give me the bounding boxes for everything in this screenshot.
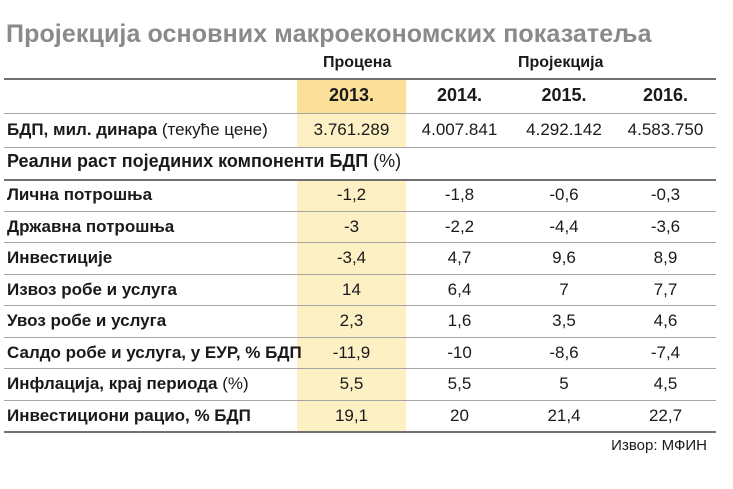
- gdp-value-2014: 4.007.841: [421, 120, 498, 139]
- year-header-2015: 2015.: [541, 85, 587, 105]
- table-cell: -11,9: [332, 342, 371, 362]
- table-cell: 19,1: [334, 405, 369, 425]
- table-cell: 21,4: [547, 405, 581, 425]
- row-rule: [4, 273, 716, 275]
- row-label-main: Државна потрошња: [7, 216, 175, 236]
- row-label-main: Салдо робе и услуга, у ЕУР, % БДП: [7, 342, 302, 362]
- row-rule: [4, 179, 716, 181]
- year-header-2013: 2013.: [328, 85, 375, 105]
- table-cell: -8,6: [549, 342, 579, 362]
- table-cell: 3,5: [552, 311, 576, 330]
- header-top-rule: [4, 78, 716, 80]
- table-cell: 8,9: [653, 248, 678, 267]
- gdp-row-label-main: БДП, мил. динара: [7, 120, 158, 139]
- table-cell: 6,4: [447, 279, 472, 299]
- row-label-main: Извоз робе и услуга: [7, 279, 177, 299]
- year-header-2014: 2014.: [436, 85, 483, 105]
- gdp-value-2015: 4.292.142: [526, 120, 602, 139]
- table-cell: 7,7: [653, 279, 678, 299]
- table-cell: 5: [559, 374, 569, 393]
- row-rule: [4, 305, 716, 306]
- table-cell: 1,6: [447, 311, 472, 330]
- row-label-main: Инфлација, крај периода: [7, 374, 218, 393]
- table-cell: -4,4: [549, 216, 579, 236]
- row-rule: [4, 210, 716, 212]
- table-cell: 5,5: [447, 374, 472, 393]
- gdp-value-2013: 3.761.289: [313, 120, 390, 139]
- row-label: Извоз робе и услуга: [7, 280, 177, 300]
- row-label: Инвестициони рацио, % БДП: [7, 406, 251, 426]
- estimate-header-highlight: [297, 79, 406, 113]
- table-cell: 14: [342, 279, 361, 299]
- year-header-2016: 2016.: [642, 85, 689, 105]
- table-bottom-rule: [4, 431, 716, 433]
- header-bottom-rule: [4, 113, 716, 114]
- row-label: Инвестиције: [7, 248, 112, 268]
- row-rule: [4, 368, 716, 369]
- row-label-main: Увоз робе и услуга: [7, 311, 167, 330]
- row-label-main: Лична потрошња: [7, 185, 153, 204]
- table-cell: -3,6: [650, 216, 681, 236]
- projection-group-header: Пројекција: [518, 54, 604, 71]
- row-label: Увоз робе и услуга: [7, 311, 166, 331]
- row-rule: [4, 399, 716, 401]
- gdp-value-2016: 4.583.750: [627, 120, 704, 139]
- table-cell: 4,7: [447, 248, 472, 267]
- table-cell: -0,6: [549, 185, 579, 204]
- table-cell: 2,3: [339, 311, 364, 330]
- table-title: Пројекција основних макроекономских пока…: [6, 20, 652, 48]
- table-cell: -3: [343, 216, 360, 236]
- table-cell: 9,6: [552, 248, 576, 267]
- gdp-row-rule: [4, 147, 716, 148]
- table-cell: -7,4: [650, 342, 681, 362]
- table-cell: 7: [559, 279, 569, 299]
- row-rule: [4, 242, 716, 243]
- table-cell: 4,6: [653, 311, 678, 330]
- gdp-row-label-note: (текуће цене): [161, 120, 268, 139]
- row-label: Инфлација, крај периода (%): [7, 374, 249, 394]
- table-cell: -2,2: [444, 216, 475, 236]
- table-cell: 22,7: [648, 405, 683, 425]
- gdp-row-label: БДП, мил. динара (текуће цене): [7, 120, 268, 140]
- section-title: Реални раст појединих компоненти БДП (%): [7, 151, 401, 172]
- source-note: Извор: МФИН: [611, 437, 707, 454]
- estimate-group-header: Процена: [323, 54, 392, 71]
- row-label: Салдо робе и услуга, у ЕУР, % БДП: [7, 343, 302, 363]
- estimate-column-highlight: [297, 113, 406, 148]
- row-label-main: Инвестиције: [7, 248, 113, 267]
- section-title-unit: (%): [373, 151, 402, 171]
- row-label: Државна потрошња: [7, 217, 174, 237]
- row-rule: [4, 336, 716, 338]
- table-cell: 20: [450, 405, 469, 425]
- section-title-main: Реални раст појединих компоненти БДП: [7, 151, 369, 171]
- table-cell: -10: [447, 342, 472, 362]
- table-cell: -1,8: [444, 185, 475, 204]
- table-cell: 4,5: [653, 374, 678, 393]
- table-cell: 5,5: [339, 374, 364, 393]
- row-label: Лична потрошња: [7, 185, 152, 205]
- table-cell: -1,2: [336, 185, 367, 204]
- row-label-main: Инвестициони рацио, % БДП: [7, 405, 251, 425]
- row-label-note: (%): [222, 374, 249, 393]
- table-cell: -3,4: [336, 248, 367, 267]
- table-cell: -0,3: [650, 185, 681, 204]
